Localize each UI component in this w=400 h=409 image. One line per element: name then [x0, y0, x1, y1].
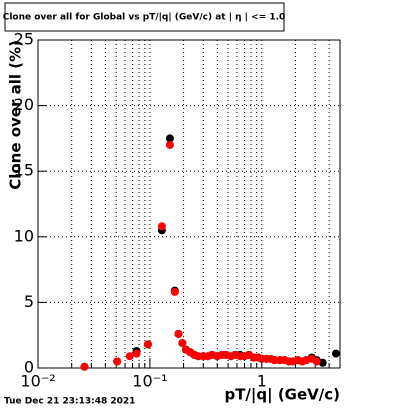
- footer: Tue Dec 21 23:13:48 2021: [4, 397, 135, 407]
- data-point: [80, 362, 89, 371]
- data-point: [165, 140, 174, 149]
- y-tick-label: 15: [14, 161, 34, 180]
- y-tick-label: 20: [14, 95, 34, 114]
- data-point: [331, 349, 340, 358]
- data-point: [170, 287, 179, 296]
- x-tick-label: 10⁻¹: [132, 372, 167, 391]
- y-axis-label: Clone over all (%): [7, 40, 25, 190]
- x-axis-label: pT/|q| (GeV/c): [224, 386, 340, 405]
- title-box: [4, 2, 285, 32]
- data-point: [132, 349, 141, 358]
- y-tick-label: 0: [24, 358, 34, 377]
- data-point: [178, 339, 187, 348]
- y-tick-label: 10: [14, 226, 34, 245]
- x-tick-label: 1: [257, 372, 267, 391]
- y-tick-label: 5: [24, 292, 34, 311]
- data-point: [113, 357, 122, 366]
- data-point: [174, 329, 183, 338]
- y-tick-label: 25: [14, 30, 34, 49]
- data-point: [165, 134, 174, 143]
- data-point: [125, 352, 134, 361]
- chart-title: Clone over all for Global vs pT/|q| (GeV…: [3, 13, 286, 23]
- data-point: [312, 357, 321, 366]
- x-tick-label: 10⁻²: [20, 372, 55, 391]
- data-point: [157, 222, 166, 231]
- data-point: [143, 340, 152, 349]
